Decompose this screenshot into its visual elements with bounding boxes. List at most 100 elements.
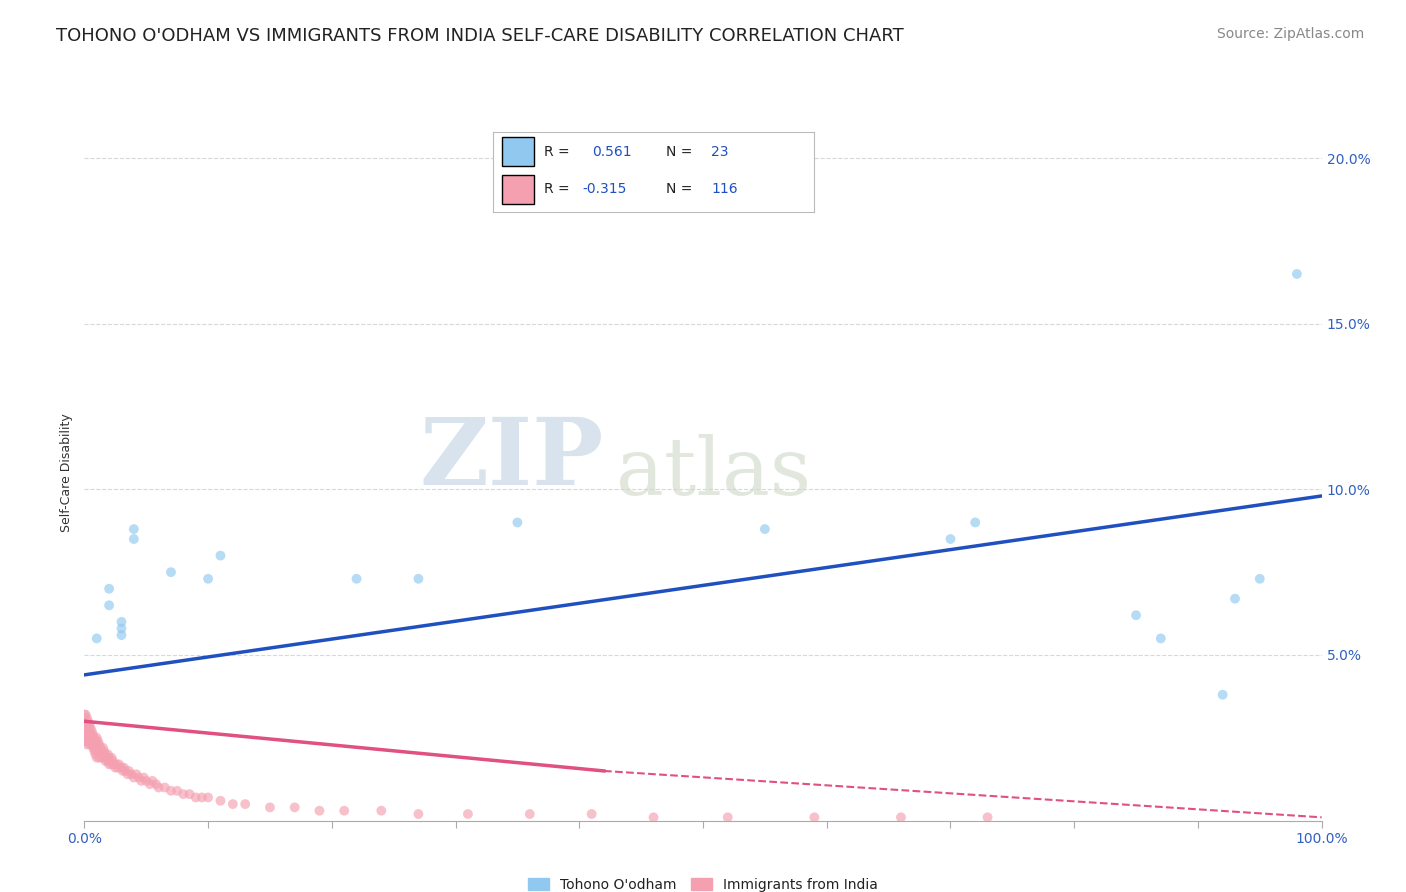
Point <box>408 807 430 822</box>
Point <box>179 787 201 801</box>
Point <box>754 522 776 536</box>
Point <box>84 734 107 748</box>
Point <box>94 754 117 768</box>
Point <box>89 740 111 755</box>
Point <box>1212 688 1234 702</box>
Point <box>108 757 131 772</box>
Point <box>86 744 108 758</box>
Point <box>79 734 101 748</box>
Point <box>111 764 134 778</box>
Point <box>259 800 281 814</box>
Point <box>89 744 111 758</box>
Point <box>101 754 124 768</box>
Point <box>100 757 122 772</box>
Point <box>112 761 135 775</box>
Point <box>976 810 998 824</box>
Point <box>1223 591 1246 606</box>
Point <box>79 724 101 739</box>
Point <box>1249 572 1271 586</box>
Point <box>197 572 219 586</box>
Point <box>80 738 103 752</box>
Point <box>103 757 125 772</box>
Point <box>284 800 307 814</box>
Point <box>82 740 104 755</box>
Text: Source: ZipAtlas.com: Source: ZipAtlas.com <box>1216 27 1364 41</box>
Point <box>79 731 101 745</box>
Point <box>83 744 105 758</box>
Point <box>166 784 188 798</box>
Point <box>89 750 111 764</box>
Point <box>209 549 232 563</box>
Point <box>91 747 114 762</box>
Point <box>90 744 112 758</box>
Point <box>139 777 162 791</box>
Point <box>75 707 97 722</box>
Point <box>79 721 101 735</box>
Point <box>86 738 108 752</box>
Point <box>939 532 962 546</box>
Point <box>77 734 100 748</box>
Point <box>1150 632 1173 646</box>
Point <box>98 599 121 613</box>
Point <box>75 721 97 735</box>
Point <box>110 628 132 642</box>
Point <box>73 727 96 741</box>
Point <box>104 761 127 775</box>
Point <box>122 522 145 536</box>
Point <box>191 790 214 805</box>
Point <box>98 757 121 772</box>
Point <box>1125 608 1147 623</box>
Point <box>79 717 101 731</box>
Point <box>145 777 167 791</box>
Point <box>86 731 108 745</box>
Text: TOHONO O'ODHAM VS IMMIGRANTS FROM INDIA SELF-CARE DISABILITY CORRELATION CHART: TOHONO O'ODHAM VS IMMIGRANTS FROM INDIA … <box>56 27 904 45</box>
Point <box>75 734 97 748</box>
Point <box>86 750 108 764</box>
Point <box>184 790 207 805</box>
Point <box>890 810 912 824</box>
Point <box>457 807 479 822</box>
Point <box>90 750 112 764</box>
Point <box>86 632 108 646</box>
Point <box>76 731 98 745</box>
Point <box>80 731 103 745</box>
Point <box>75 727 97 741</box>
Point <box>89 747 111 762</box>
Point <box>105 757 128 772</box>
Point <box>122 532 145 546</box>
Point <box>120 767 142 781</box>
Point <box>93 744 115 758</box>
Point <box>370 804 392 818</box>
Point <box>118 764 141 778</box>
Point <box>209 794 232 808</box>
Point <box>965 516 987 530</box>
Point <box>97 747 120 762</box>
Point <box>97 754 120 768</box>
Point <box>222 797 245 811</box>
Point <box>76 724 98 739</box>
Point <box>129 773 152 788</box>
Point <box>79 738 101 752</box>
Point <box>83 731 105 745</box>
Point <box>80 724 103 739</box>
Point <box>117 767 139 781</box>
Point <box>1285 267 1308 281</box>
Point <box>76 711 98 725</box>
Point <box>91 740 114 755</box>
Point <box>308 804 330 818</box>
Point <box>87 740 110 755</box>
Text: ZIP: ZIP <box>420 414 605 504</box>
Point <box>141 773 163 788</box>
Point <box>643 810 665 824</box>
Point <box>408 572 430 586</box>
Point <box>122 771 145 785</box>
Point <box>135 773 157 788</box>
Point <box>506 516 529 530</box>
Point <box>717 810 740 824</box>
Point <box>96 750 118 764</box>
Y-axis label: Self-Care Disability: Self-Care Disability <box>60 413 73 533</box>
Point <box>107 761 129 775</box>
Point <box>83 738 105 752</box>
Point <box>77 714 100 729</box>
Point <box>519 807 541 822</box>
